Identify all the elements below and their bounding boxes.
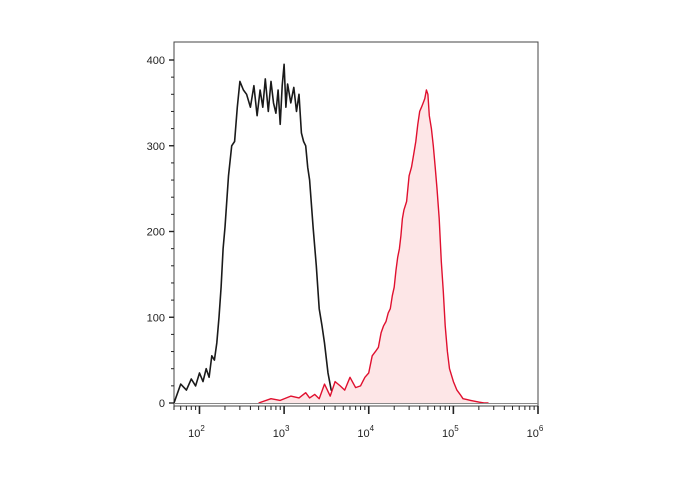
y-tick-label: 200 xyxy=(147,227,165,239)
x-tick-label: 103 xyxy=(273,424,290,440)
series-layer xyxy=(173,63,489,404)
y-tick-label: 100 xyxy=(147,312,165,324)
x-tick-label: 105 xyxy=(442,424,459,440)
x-tick-label: 106 xyxy=(527,424,544,440)
x-tick-label: 102 xyxy=(188,424,205,440)
x-tick-label: 104 xyxy=(357,424,374,440)
series-1-line xyxy=(173,63,384,404)
series-2-area xyxy=(258,90,489,403)
y-tick-label: 300 xyxy=(147,141,165,153)
series-2-line xyxy=(258,89,489,404)
axis-layer: 0 100 200 300 400 102 103 104 105 106 xyxy=(147,55,544,440)
y-tick-label: 400 xyxy=(147,55,165,67)
plot-frame xyxy=(173,41,539,407)
y-tick-label: 0 xyxy=(159,398,165,410)
